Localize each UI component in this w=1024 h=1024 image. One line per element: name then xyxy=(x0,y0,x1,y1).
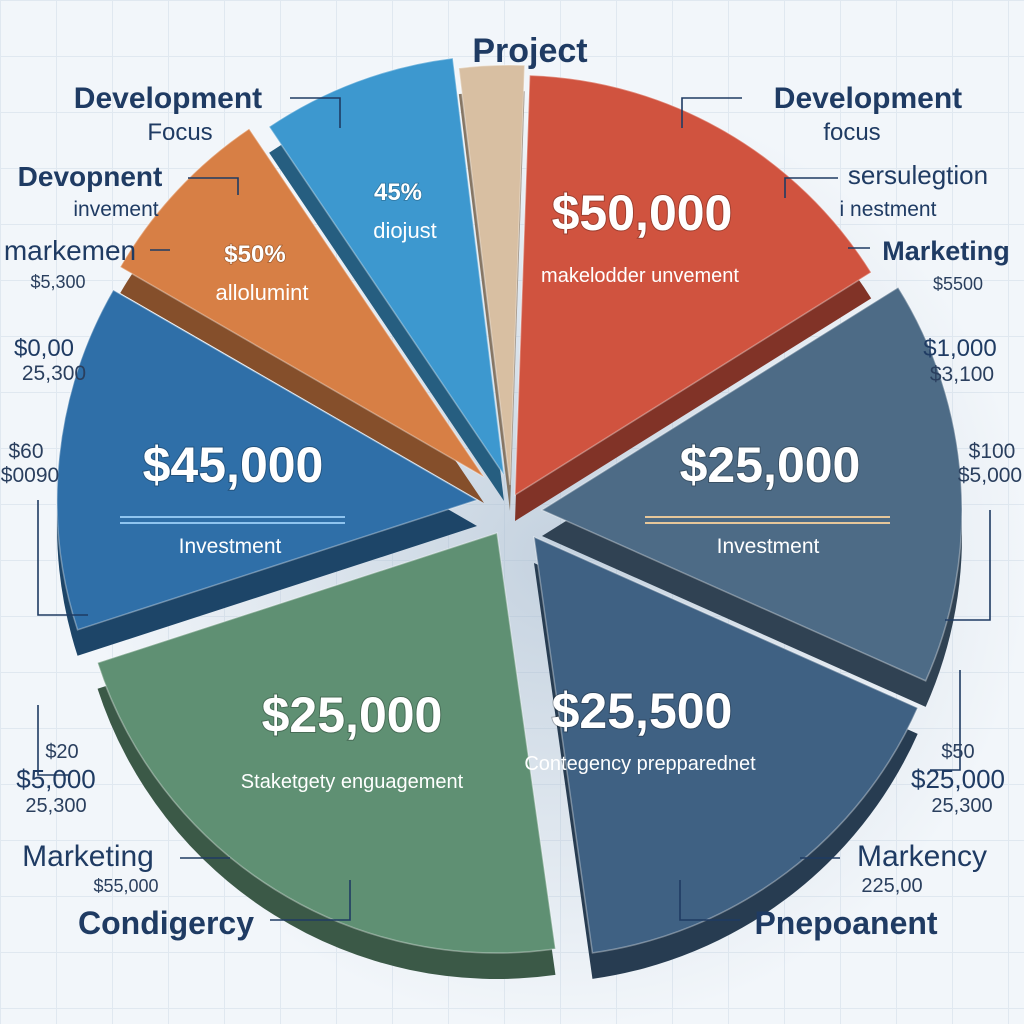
leader-line xyxy=(930,670,961,771)
pie-slice xyxy=(514,74,873,497)
side-label-sub: 225,00 xyxy=(861,875,922,897)
side-label-title: Devopnent xyxy=(18,161,163,192)
side-label-title: Markency xyxy=(857,840,987,873)
side-label-line: $5,000 xyxy=(16,764,96,794)
side-label-line: $60 xyxy=(8,440,43,463)
side-label-sub: invement xyxy=(73,198,158,221)
side-label-line: $5,000 xyxy=(958,464,1022,487)
leader-line xyxy=(270,880,351,921)
pie-slice xyxy=(533,535,919,954)
side-label-sub: i nestment xyxy=(840,198,937,221)
slice-value-label: $50,000 xyxy=(552,185,733,241)
side-label-sub: focus xyxy=(823,119,880,146)
side-label-line: $50 xyxy=(941,741,974,763)
side-label-line: $0090 xyxy=(1,464,59,487)
pie-slice xyxy=(119,127,485,478)
leader-line xyxy=(784,177,838,198)
pie-slice xyxy=(268,57,505,476)
slice-value-label: $50% xyxy=(224,241,285,268)
side-label-title: Pnepoanent xyxy=(754,905,937,941)
side-label-title: Marketing xyxy=(882,236,1010,266)
side-label-title: Marketing xyxy=(22,840,154,873)
slice-sub-label: makelodder unvement xyxy=(541,265,739,287)
leader-line xyxy=(37,705,70,776)
slice-value-label: $45,000 xyxy=(143,437,324,493)
chart-title: Project xyxy=(472,32,587,70)
side-label-sub: $5,300 xyxy=(30,272,85,292)
slice-sub-label: Investment xyxy=(717,535,820,558)
leader-line xyxy=(945,510,991,621)
leader-lines xyxy=(37,97,991,921)
side-labels: Development Focus Development focus Devo… xyxy=(1,82,1022,941)
side-label-title: Development xyxy=(774,82,962,115)
slice-sub-label: allolumint xyxy=(216,280,309,305)
pie-slice xyxy=(56,288,479,631)
side-label-sub: $5500 xyxy=(933,274,983,294)
side-label-title: Development xyxy=(74,82,262,115)
pie-slice xyxy=(96,532,557,954)
slice-sub-label: Investment xyxy=(179,535,282,558)
side-label-sub: $55,000 xyxy=(93,876,158,896)
side-label-line: $20 xyxy=(45,741,78,763)
side-label-line: $1,000 xyxy=(923,335,996,362)
side-label-sub: Focus xyxy=(147,119,212,146)
leader-line xyxy=(37,500,88,616)
leader-line xyxy=(681,97,742,128)
pie-slices xyxy=(56,57,963,980)
side-label-title: Condigercy xyxy=(78,905,254,941)
side-label-title: markemen xyxy=(4,235,136,266)
slice-value-label: $25,000 xyxy=(262,687,443,743)
leader-line xyxy=(679,880,740,921)
pie-slice xyxy=(540,286,963,682)
side-label-title: sersulegtion xyxy=(848,160,988,190)
slice-sub-label: Contegency prepparednet xyxy=(524,753,756,775)
slice-sub-label: Staketgety enguagement xyxy=(241,771,464,793)
label-underlines xyxy=(120,516,890,524)
side-label-line: $3,100 xyxy=(930,363,994,386)
pie-slice xyxy=(457,64,526,486)
side-label-line: $100 xyxy=(969,440,1016,463)
side-label-line: 25,300 xyxy=(931,795,992,817)
side-label-line: $0,00 xyxy=(14,335,74,362)
slice-labels: $50,000 makelodder unvement $25,000 Inve… xyxy=(142,178,862,793)
leader-line xyxy=(290,97,341,128)
slice-sub-label: diojust xyxy=(373,218,437,243)
slice-value-label: $25,500 xyxy=(552,683,733,739)
slice-value-label: $25,000 xyxy=(680,437,861,493)
side-label-line: 25,300 xyxy=(22,362,86,385)
side-label-line: 25,300 xyxy=(25,795,86,817)
side-label-line: $25,000 xyxy=(911,764,1005,794)
leader-line xyxy=(188,177,239,195)
slice-value-label: 45% xyxy=(374,179,422,206)
